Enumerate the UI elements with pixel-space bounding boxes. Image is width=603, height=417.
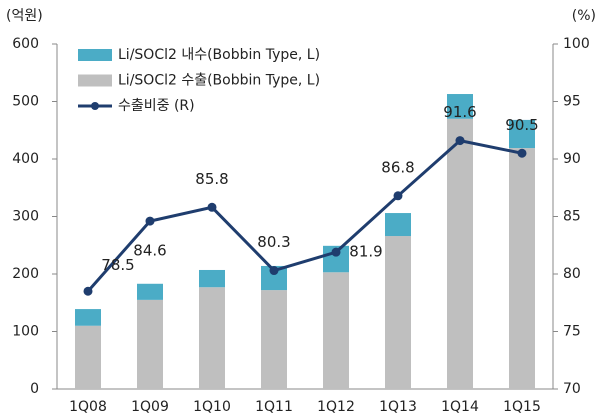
bar [261, 290, 287, 389]
y-tick-label: 100 [12, 324, 39, 340]
line-marker [207, 202, 217, 212]
bar [447, 94, 473, 119]
bar [509, 148, 535, 389]
line-marker [269, 266, 279, 276]
y2-tick-label: 100 [563, 36, 590, 52]
x-tick-label: 1Q10 [193, 399, 231, 413]
data-label: 86.8 [381, 158, 414, 176]
bar [199, 269, 225, 288]
y-tick-label: 400 [12, 151, 39, 167]
x-tick-label: 1Q09 [131, 399, 169, 413]
bar [323, 272, 349, 389]
x-tick-label: 1Q13 [379, 399, 417, 413]
bar [137, 283, 163, 300]
y-tick-label: 600 [12, 36, 39, 52]
y-tick-label: 0 [30, 381, 39, 397]
y-axis-label: (억원) [6, 8, 43, 24]
legend-swatch [78, 49, 112, 61]
line [86, 138, 523, 293]
y2-tick-label: 85 [563, 209, 581, 225]
y2-tick-label: 80 [563, 266, 581, 282]
data-label: 91.6 [443, 103, 476, 121]
y2-tick-label: 90 [563, 151, 581, 167]
line-marker [517, 148, 527, 158]
legend-label: Li/SOCl2 내수(Bobbin Type, L) [118, 47, 320, 63]
data-label: 78.5 [101, 256, 134, 274]
data-label: 84.6 [133, 242, 166, 260]
line-marker [83, 286, 93, 296]
x-tick-label: 1Q08 [69, 399, 107, 413]
data-label: 80.3 [257, 233, 290, 251]
x-tick-label: 1Q11 [255, 399, 293, 413]
bar [75, 309, 101, 326]
x-tick-label: 1Q14 [441, 399, 479, 413]
line-marker [331, 247, 341, 257]
y2-axis-label: (%) [572, 8, 596, 24]
bar [447, 118, 473, 389]
bar [385, 213, 411, 237]
y2-tick-label: 95 [563, 94, 581, 110]
x-tick-label: 1Q12 [317, 399, 355, 413]
y2-tick-label: 75 [563, 324, 581, 340]
y-tick-label: 200 [12, 266, 39, 282]
line-marker [455, 136, 465, 146]
legend-label: 수출비중 (R) [118, 98, 195, 114]
legend-swatch [91, 102, 99, 110]
x-tick-label: 1Q15 [503, 399, 541, 413]
bar [509, 119, 535, 149]
legend-swatch [78, 74, 112, 87]
y2-tick-label: 70 [563, 381, 581, 397]
bar [199, 287, 225, 389]
legend-label: Li/SOCl2 수출(Bobbin Type, L) [118, 73, 320, 89]
bar [75, 325, 101, 389]
bar [137, 299, 163, 389]
y-tick-label: 500 [12, 94, 39, 110]
data-label: 81.9 [349, 243, 382, 261]
data-label: 90.5 [505, 116, 538, 134]
data-label: 85.8 [195, 170, 228, 188]
y-tick-label: 300 [12, 209, 39, 225]
line-marker [145, 216, 155, 226]
bar [385, 236, 411, 389]
line-marker [393, 191, 403, 201]
